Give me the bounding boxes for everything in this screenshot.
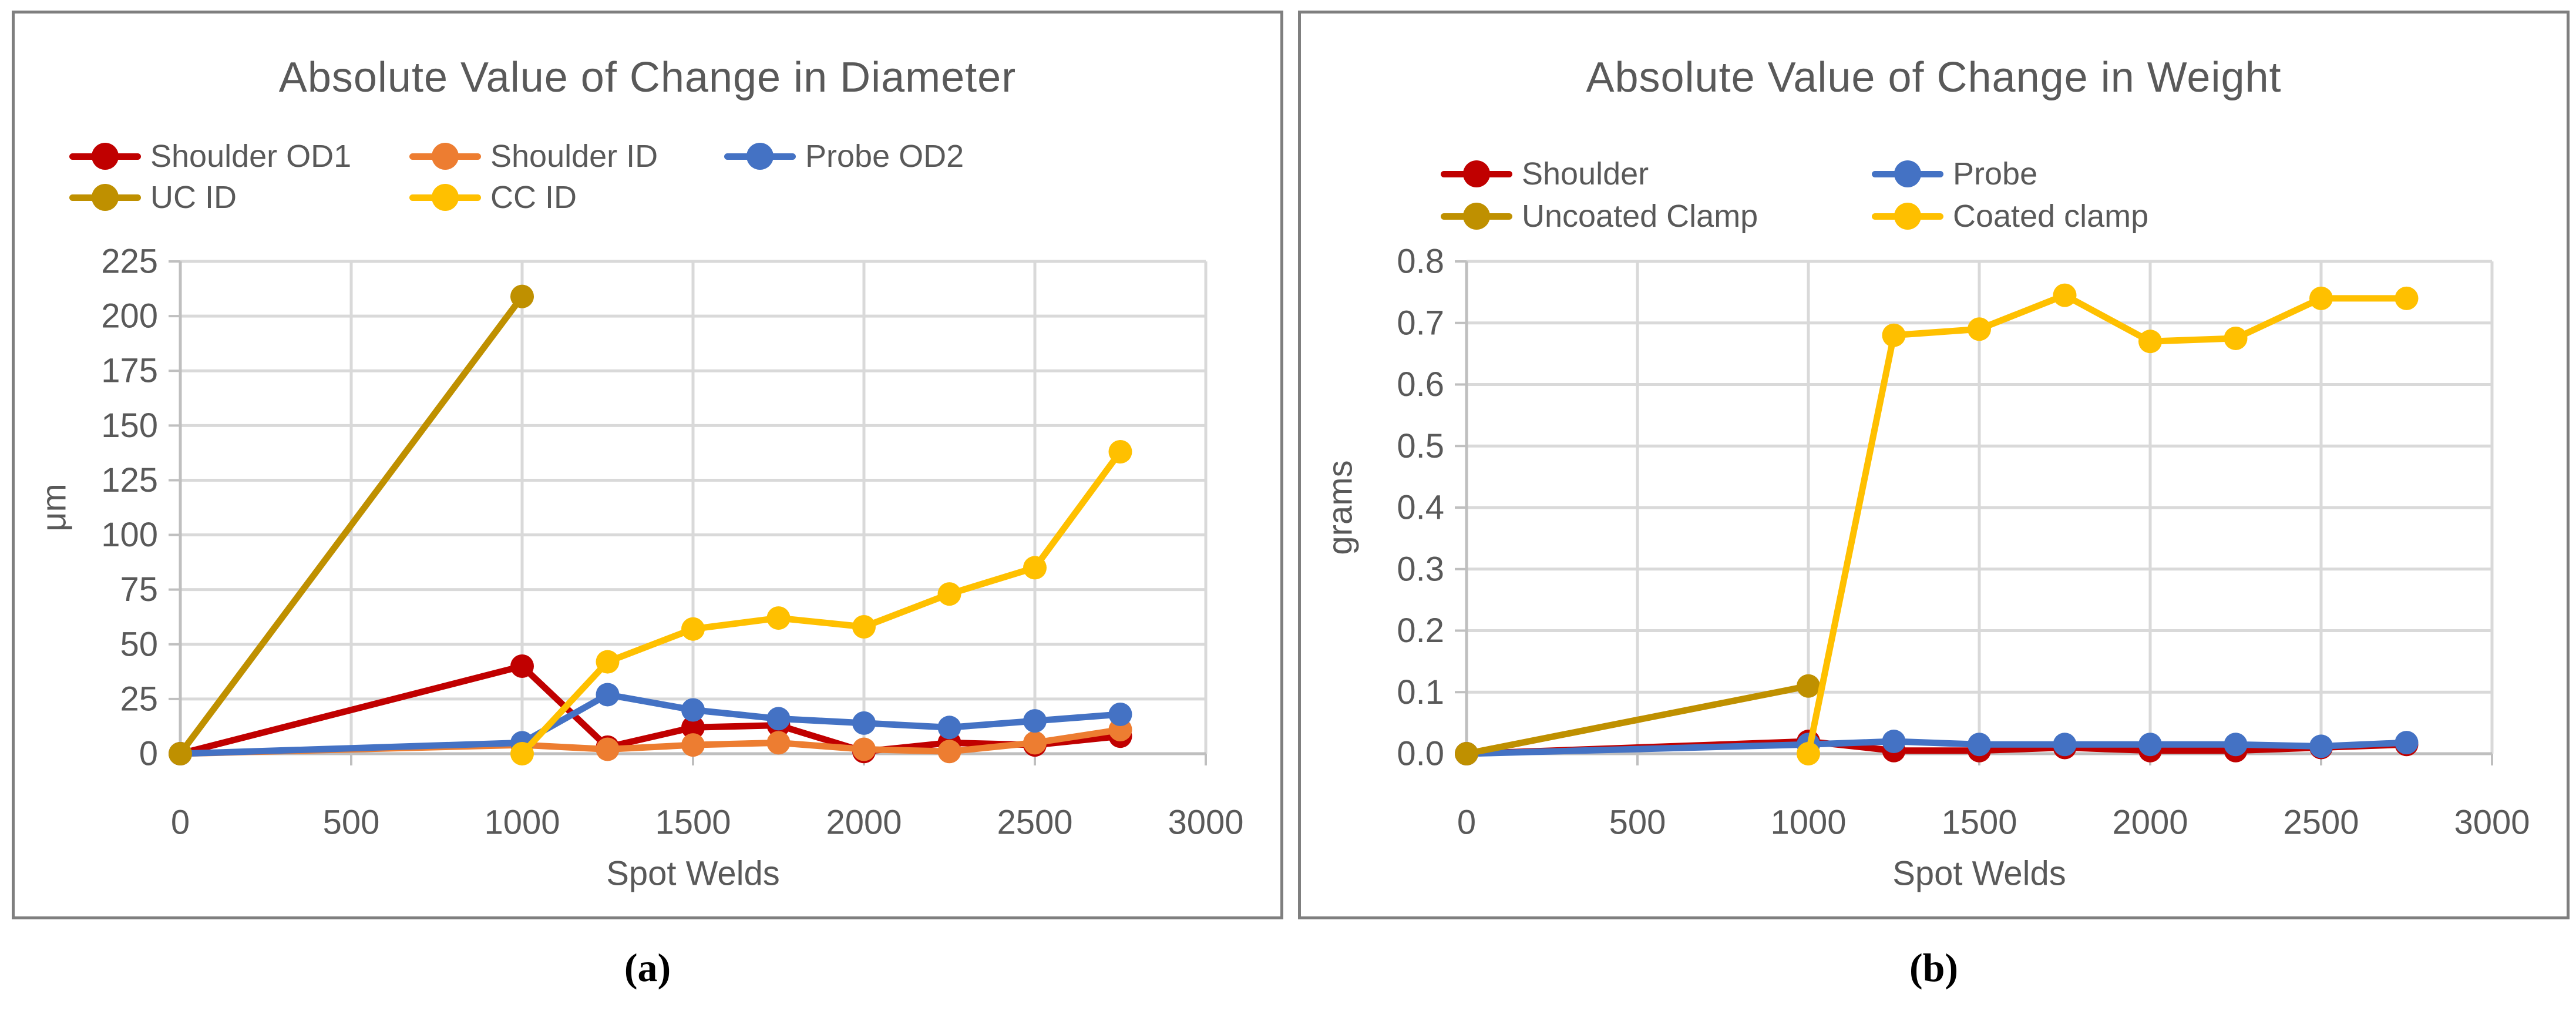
data-point-marker xyxy=(1108,702,1132,726)
x-tick-label: 1500 xyxy=(655,804,731,842)
y-tick-label: 0 xyxy=(139,735,158,773)
data-point-marker xyxy=(681,733,705,757)
y-tick-label: 0.1 xyxy=(1397,673,1444,711)
series-cc-id xyxy=(510,440,1132,765)
data-point-marker xyxy=(2309,734,2333,758)
data-point-marker xyxy=(852,711,876,735)
y-tick-label: 50 xyxy=(120,625,158,663)
x-axis-title: Spot Welds xyxy=(606,855,780,893)
data-point-marker xyxy=(2053,283,2077,307)
data-point-marker xyxy=(1455,742,1478,765)
caption-a: (a) xyxy=(624,945,671,990)
y-tick-label: 0.8 xyxy=(1397,243,1444,281)
data-point-marker xyxy=(2309,286,2333,310)
y-axis-title: μm xyxy=(35,483,73,532)
y-tick-label: 0.6 xyxy=(1397,365,1444,404)
data-point-marker xyxy=(2138,733,2162,757)
data-point-marker xyxy=(852,737,876,761)
chart-a-title: Absolute Value of Change in Diameter xyxy=(278,54,1017,101)
y-tick-label: 0.7 xyxy=(1397,304,1444,342)
x-tick-label: 2000 xyxy=(826,804,902,842)
data-point-marker xyxy=(2395,286,2419,310)
data-point-marker xyxy=(681,716,705,740)
data-point-marker xyxy=(510,284,534,308)
data-point-marker xyxy=(937,740,961,764)
data-point-marker xyxy=(596,650,620,674)
chart-panel-a: Absolute Value of Change in Diameter Sho… xyxy=(12,11,1283,919)
y-tick-label: 25 xyxy=(120,680,158,718)
y-tick-label: 0.3 xyxy=(1397,550,1444,588)
data-point-marker xyxy=(1023,709,1047,733)
axis-tick-labels: 0.0 0.1 0.2 0.3 0.4 0.5 0.6 0.7 0.8 0 500 1000 1500 2… xyxy=(1397,243,2530,842)
x-tick-label: 2500 xyxy=(2283,804,2359,842)
x-tick-label: 3000 xyxy=(2454,804,2530,842)
data-point-marker xyxy=(1797,674,1820,698)
y-tick-label: 175 xyxy=(101,352,158,390)
x-tick-label: 1000 xyxy=(484,804,560,842)
data-point-marker xyxy=(1023,731,1047,755)
x-tick-label: 2000 xyxy=(2112,804,2188,842)
x-tick-label: 500 xyxy=(1609,804,1666,842)
x-tick-label: 1500 xyxy=(1941,804,2017,842)
series-coated-clamp xyxy=(1797,283,2419,765)
chart-b-plot: 0.0 0.1 0.2 0.3 0.4 0.5 0.6 0.7 0.8 0 500 1000 1500 2… xyxy=(1321,243,2530,893)
data-point-marker xyxy=(596,683,620,707)
data-point-marker xyxy=(681,617,705,641)
data-point-marker xyxy=(2138,330,2162,354)
x-axis-title: Spot Welds xyxy=(1892,855,2066,893)
data-point-marker xyxy=(596,737,620,761)
data-point-marker xyxy=(1882,730,1906,754)
series-uc-id xyxy=(169,284,534,765)
data-point-marker xyxy=(1108,440,1132,464)
data-point-marker xyxy=(681,698,705,722)
series-uncoated-clamp xyxy=(1455,674,1820,765)
y-tick-label: 225 xyxy=(101,243,158,281)
y-tick-label: 0.2 xyxy=(1397,612,1444,650)
axis-tick-labels: 0 25 50 75 100 125 150 175 200 225 0 500 1000 1500 200… xyxy=(101,243,1243,842)
data-point-marker xyxy=(2224,326,2248,350)
axes xyxy=(169,260,1207,765)
y-tick-label: 200 xyxy=(101,297,158,335)
y-tick-label: 150 xyxy=(101,407,158,445)
chart-a-plot: 0 25 50 75 100 125 150 175 200 225 0 500 1000 1500 200… xyxy=(35,243,1244,893)
chart-b-title: Absolute Value of Change in Weight xyxy=(1586,54,2282,101)
y-tick-label: 75 xyxy=(120,570,158,609)
data-point-marker xyxy=(1968,733,1991,757)
y-tick-label: 0.4 xyxy=(1397,489,1444,527)
data-point-marker xyxy=(1882,323,1906,347)
data-point-marker xyxy=(1023,556,1047,580)
data-point-marker xyxy=(766,731,791,755)
x-tick-label: 0 xyxy=(171,804,190,842)
data-point-marker xyxy=(852,614,876,639)
data-point-marker xyxy=(766,707,791,731)
y-tick-label: 0.5 xyxy=(1397,427,1444,465)
y-axis-title: grams xyxy=(1321,460,1360,555)
data-point-marker xyxy=(169,742,192,765)
data-point-marker xyxy=(510,654,534,679)
data-point-marker xyxy=(1968,317,1991,341)
y-tick-label: 100 xyxy=(101,516,158,554)
x-tick-label: 3000 xyxy=(1168,804,1243,842)
data-point-marker xyxy=(2053,733,2077,757)
y-tick-label: 0.0 xyxy=(1397,735,1444,773)
data-point-marker xyxy=(937,582,961,606)
x-tick-label: 1000 xyxy=(1770,804,1846,842)
data-point-marker xyxy=(510,742,534,765)
chart-panel-b: Absolute Value of Change in Weight Shoul… xyxy=(1298,11,2570,919)
gridlines xyxy=(179,260,1208,755)
data-point-marker xyxy=(937,716,961,740)
data-point-marker xyxy=(766,606,791,630)
data-point-marker xyxy=(1797,742,1820,765)
x-tick-label: 0 xyxy=(1457,804,1476,842)
caption-b: (b) xyxy=(1909,945,1959,990)
x-tick-label: 2500 xyxy=(997,804,1072,842)
data-point-marker xyxy=(2224,733,2248,757)
data-point-marker xyxy=(2395,731,2419,755)
y-tick-label: 125 xyxy=(101,461,158,499)
x-tick-label: 500 xyxy=(323,804,380,842)
